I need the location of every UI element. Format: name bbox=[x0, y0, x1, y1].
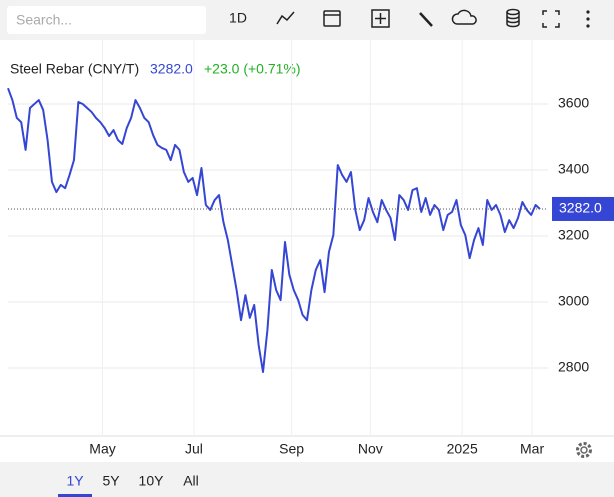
fullscreen-icon[interactable] bbox=[542, 10, 560, 28]
gear-teeth bbox=[576, 442, 592, 458]
y-tick-label: 3200 bbox=[558, 227, 589, 243]
search-placeholder: Search... bbox=[16, 12, 72, 28]
line-icon[interactable] bbox=[276, 11, 295, 25]
range-button[interactable]: 1Y bbox=[66, 473, 84, 489]
database-icon-body bbox=[506, 12, 520, 28]
x-tick-label: Nov bbox=[358, 441, 383, 457]
interval-button[interactable]: 1D bbox=[229, 10, 247, 26]
change: +23.0 (+0.71%) bbox=[204, 61, 301, 77]
gear-center bbox=[580, 446, 588, 454]
price: 3282.0 bbox=[150, 61, 193, 77]
last-price-box bbox=[552, 196, 614, 221]
calendar-icon[interactable] bbox=[323, 10, 341, 27]
menu-dot bbox=[586, 24, 590, 28]
menu-icon[interactable] bbox=[586, 10, 590, 28]
y-tick-label: 2800 bbox=[558, 359, 589, 375]
range-bar bbox=[0, 462, 614, 497]
y-tick-label: 3600 bbox=[558, 95, 589, 111]
settings-icon[interactable] bbox=[576, 442, 592, 458]
menu-dot bbox=[586, 17, 590, 21]
y-tick-label: 3400 bbox=[558, 161, 589, 177]
range-button[interactable]: 5Y bbox=[102, 473, 120, 489]
x-tick-label: Sep bbox=[279, 441, 304, 457]
range-button[interactable]: 10Y bbox=[139, 473, 165, 489]
x-tick-label: May bbox=[89, 441, 115, 457]
x-tick-label: Mar bbox=[520, 441, 544, 457]
add-icon[interactable] bbox=[371, 9, 390, 28]
y-tick-label: 3000 bbox=[558, 293, 589, 309]
wrench-icon[interactable] bbox=[419, 12, 433, 27]
x-tick-label: Jul bbox=[185, 441, 203, 457]
last-price-label: 3282.0 bbox=[559, 200, 602, 216]
cloud-icon[interactable] bbox=[451, 9, 477, 25]
x-tick-label: 2025 bbox=[447, 441, 478, 457]
range-button[interactable]: All bbox=[183, 473, 199, 489]
menu-dot bbox=[586, 10, 590, 14]
search-box[interactable] bbox=[7, 6, 206, 34]
range-selected-underline bbox=[58, 494, 92, 497]
chart-title: Steel Rebar (CNY/T) bbox=[10, 61, 139, 77]
price-line bbox=[7, 87, 541, 373]
toolbar-icons bbox=[276, 8, 560, 28]
